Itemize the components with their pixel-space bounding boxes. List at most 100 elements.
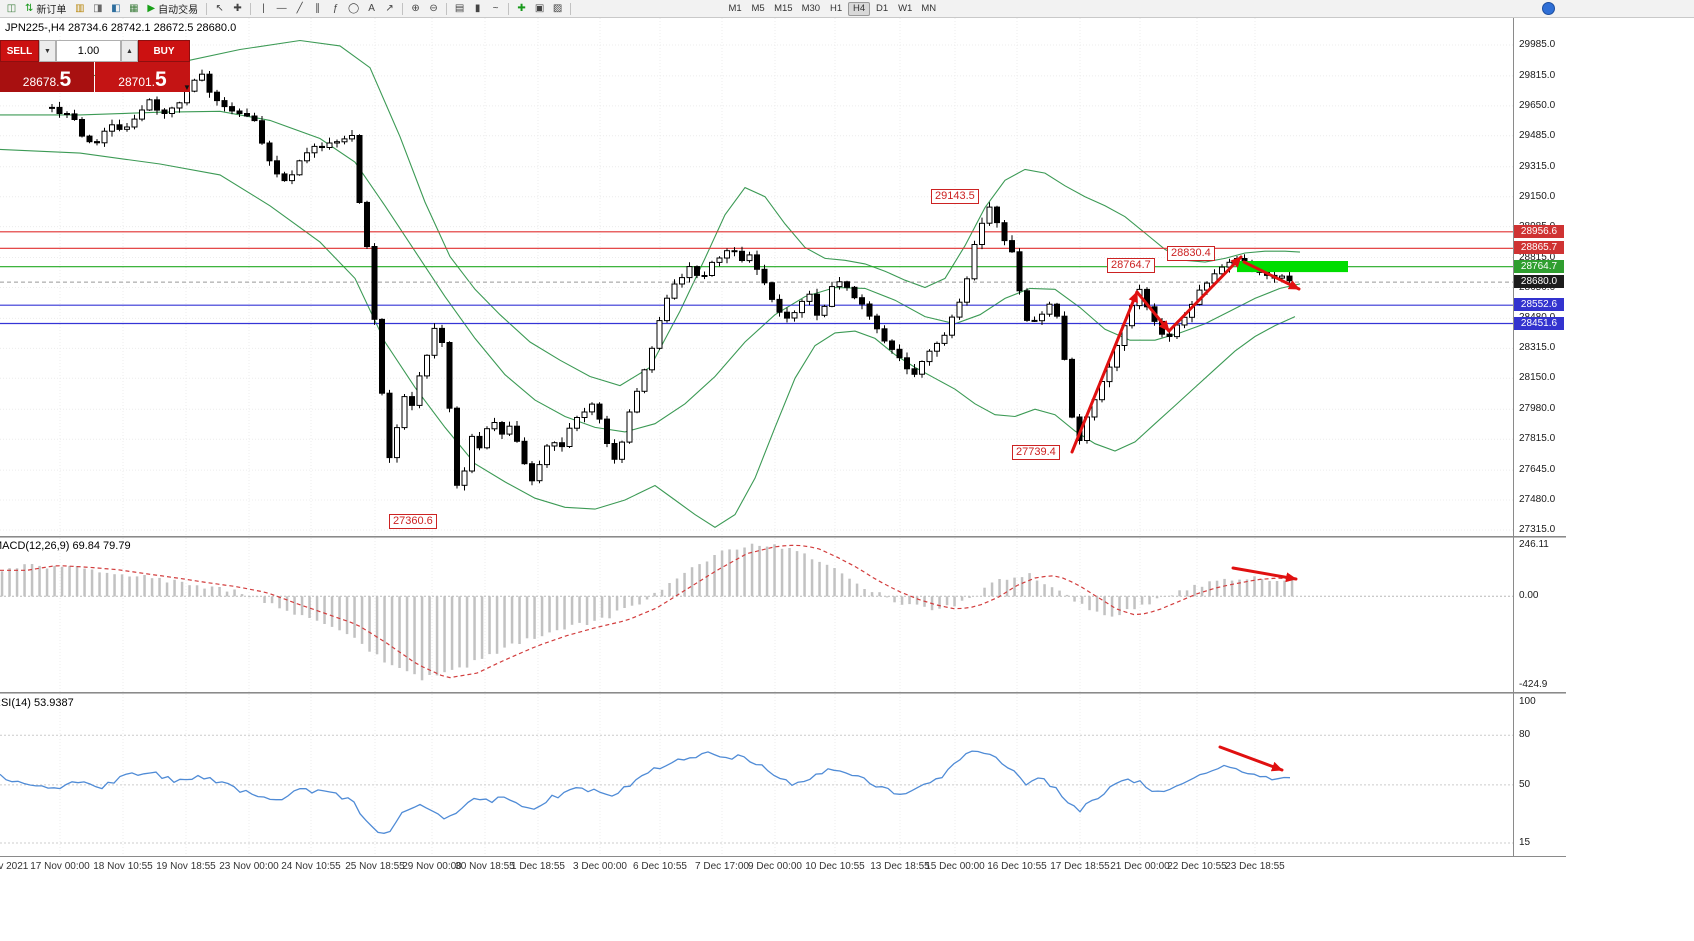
toolbar-separator [402, 2, 404, 15]
autotrade-button[interactable]: ▶ 自动交易 [142, 1, 203, 16]
price-tick-label: 29150.0 [1519, 190, 1556, 202]
macd-panel[interactable] [0, 538, 1513, 692]
rsi-tick-label: 15 [1519, 837, 1531, 848]
toolbar-separator [508, 2, 510, 15]
time-label: 15 Dec 00:00 [925, 861, 985, 872]
time-label: 19 Nov 18:55 [156, 861, 216, 872]
price-tag: 28764.7 [1514, 259, 1564, 273]
time-label: 23 Nov 00:00 [219, 861, 279, 872]
cursor-icon[interactable]: ↖ [211, 1, 228, 16]
community-icon[interactable] [1542, 2, 1555, 15]
channel-icon[interactable]: ∥ [309, 1, 326, 16]
price-chart[interactable] [0, 18, 1513, 536]
toolbar-separator [446, 2, 448, 15]
timeframe-m30-button[interactable]: M30 [798, 2, 824, 16]
panel-collapse-icon[interactable]: ▼ [183, 83, 191, 92]
macd-tick-label: 246.11 [1519, 539, 1549, 550]
timeframe-w1-button[interactable]: W1 [894, 2, 916, 16]
price-tick-label: 28315.0 [1519, 342, 1556, 354]
price-tick-label: 28150.0 [1519, 372, 1556, 384]
vertical-line-icon[interactable]: | [255, 1, 272, 16]
price-tag: 28956.6 [1514, 224, 1564, 238]
new-order-label: 新订单 [36, 5, 67, 16]
zoom-in-icon[interactable]: ⊕ [407, 1, 424, 16]
sell-button[interactable]: SELL [0, 40, 39, 62]
terminal-icon[interactable]: ▦ [125, 1, 142, 16]
buy-button[interactable]: BUY [138, 40, 190, 62]
price-tick-label: 27645.0 [1519, 464, 1556, 476]
macd-indicator-label: MACD(12,26,9) 69.84 79.79 [0, 540, 131, 552]
rsi-panel[interactable] [0, 694, 1513, 856]
volume-decrease-button[interactable]: ▼ [39, 40, 56, 62]
panel-divider[interactable] [0, 692, 1566, 694]
time-label: 29 Nov 00:00 [402, 861, 462, 872]
price-tick-label: 29650.0 [1519, 99, 1556, 111]
price-tick-label: 29815.0 [1519, 69, 1556, 81]
zoom-out-icon[interactable]: ⊖ [425, 1, 442, 16]
autotrade-icon: ▶ [147, 3, 156, 14]
horizontal-line-icon[interactable]: ― [273, 1, 290, 16]
panel-divider[interactable] [0, 536, 1566, 538]
rsi-indicator-label: RSI(14) 53.9387 [0, 697, 74, 709]
timeframe-d1-button[interactable]: D1 [871, 2, 893, 16]
time-label: 21 Dec 00:00 [1110, 861, 1170, 872]
new-chart-icon[interactable]: ◫ [3, 1, 20, 16]
time-label: 16 Dec 10:55 [987, 861, 1047, 872]
timeframe-m15-button[interactable]: M15 [770, 2, 796, 16]
one-click-trading-panel: SELL ▼ ▲ BUY 28678.5 28701.5 [0, 40, 190, 92]
data-window-icon[interactable]: ◨ [89, 1, 106, 16]
time-label: 25 Nov 18:55 [345, 861, 405, 872]
timeframe-mn-button[interactable]: MN [917, 2, 940, 16]
trendline-icon[interactable]: ╱ [291, 1, 308, 16]
indicators-icon[interactable]: ✚ [513, 1, 530, 16]
price-tick-label: 27315.0 [1519, 524, 1556, 535]
timeframe-h1-button[interactable]: H1 [825, 2, 847, 16]
templates-icon[interactable]: ▨ [549, 1, 566, 16]
market-watch-icon[interactable]: ▥ [71, 1, 88, 16]
toolbar: ◫ ⇅ 新订单 ▥ ◨ ◧ ▦ ▶ 自动交易 ↖ ✚ | ― ╱ ∥ ƒ ◯ A ↗ ⊕ ⊖ ▤ ▮ ~ ✚ ▣ ▨ M… [0, 0, 1694, 18]
autotrade-label: 自动交易 [158, 5, 199, 16]
time-label: 6 Dec 10:55 [633, 861, 687, 872]
macd-tick-label: 0.00 [1519, 590, 1539, 602]
new-order-button[interactable]: ⇅ 新订单 [20, 1, 71, 16]
shapes-icon[interactable]: ◯ [345, 1, 362, 16]
sell-price-display[interactable]: 28678. 5 [0, 62, 94, 92]
axis-border [1513, 18, 1514, 856]
time-label: 1 Dec 18:55 [511, 861, 565, 872]
price-tick-label: 27815.0 [1519, 433, 1556, 445]
time-label: 24 Nov 10:55 [281, 861, 341, 872]
macd-tick-label: -424.9 [1519, 679, 1548, 690]
buy-price-main: 28701. [118, 75, 155, 89]
bar-chart-icon[interactable]: ▤ [451, 1, 468, 16]
timeframe-m1-button[interactable]: M1 [724, 2, 746, 16]
rsi-tick-label: 100 [1519, 696, 1536, 707]
timeframe-buttons: M1 M5 M15 M30 H1 H4 D1 W1 MN [724, 1, 940, 16]
crosshair-icon[interactable]: ✚ [229, 1, 246, 16]
periods-icon[interactable]: ▣ [531, 1, 548, 16]
line-chart-icon[interactable]: ~ [487, 1, 504, 16]
text-icon[interactable]: A [363, 1, 380, 16]
price-tick-label: 28815.0 [1519, 251, 1556, 263]
fibonacci-icon[interactable]: ƒ [327, 1, 344, 16]
price-tick-label: 27480.0 [1519, 494, 1556, 506]
price-tick-label: 29985.0 [1519, 39, 1556, 50]
time-label: 18 Nov 10:55 [93, 861, 153, 872]
volume-input[interactable] [56, 40, 121, 62]
timeframe-m5-button[interactable]: M5 [747, 2, 769, 16]
chart-title: JPN225-,H4 28734.6 28742.1 28672.5 28680… [5, 22, 237, 34]
timeframe-h4-button[interactable]: H4 [848, 1, 871, 16]
price-axis[interactable]: 29985.0 29815.0 29650.0 29485.0 29315.0 29150… [1513, 0, 1694, 941]
time-label: 10 Dec 10:55 [805, 861, 865, 872]
buy-price-display[interactable]: 28701. 5 [95, 62, 190, 92]
arrow-object-icon[interactable]: ↗ [381, 1, 398, 16]
toolbar-separator [206, 2, 208, 15]
candlestick-chart-icon[interactable]: ▮ [469, 1, 486, 16]
volume-increase-button[interactable]: ▲ [121, 40, 138, 62]
navigator-icon[interactable]: ◧ [107, 1, 124, 16]
time-label: 17 Nov 2021 [0, 861, 29, 872]
price-tag: 28552.6 [1514, 298, 1564, 312]
price-tag: 28680.0 [1514, 275, 1564, 289]
time-label: 3 Dec 00:00 [573, 861, 627, 872]
